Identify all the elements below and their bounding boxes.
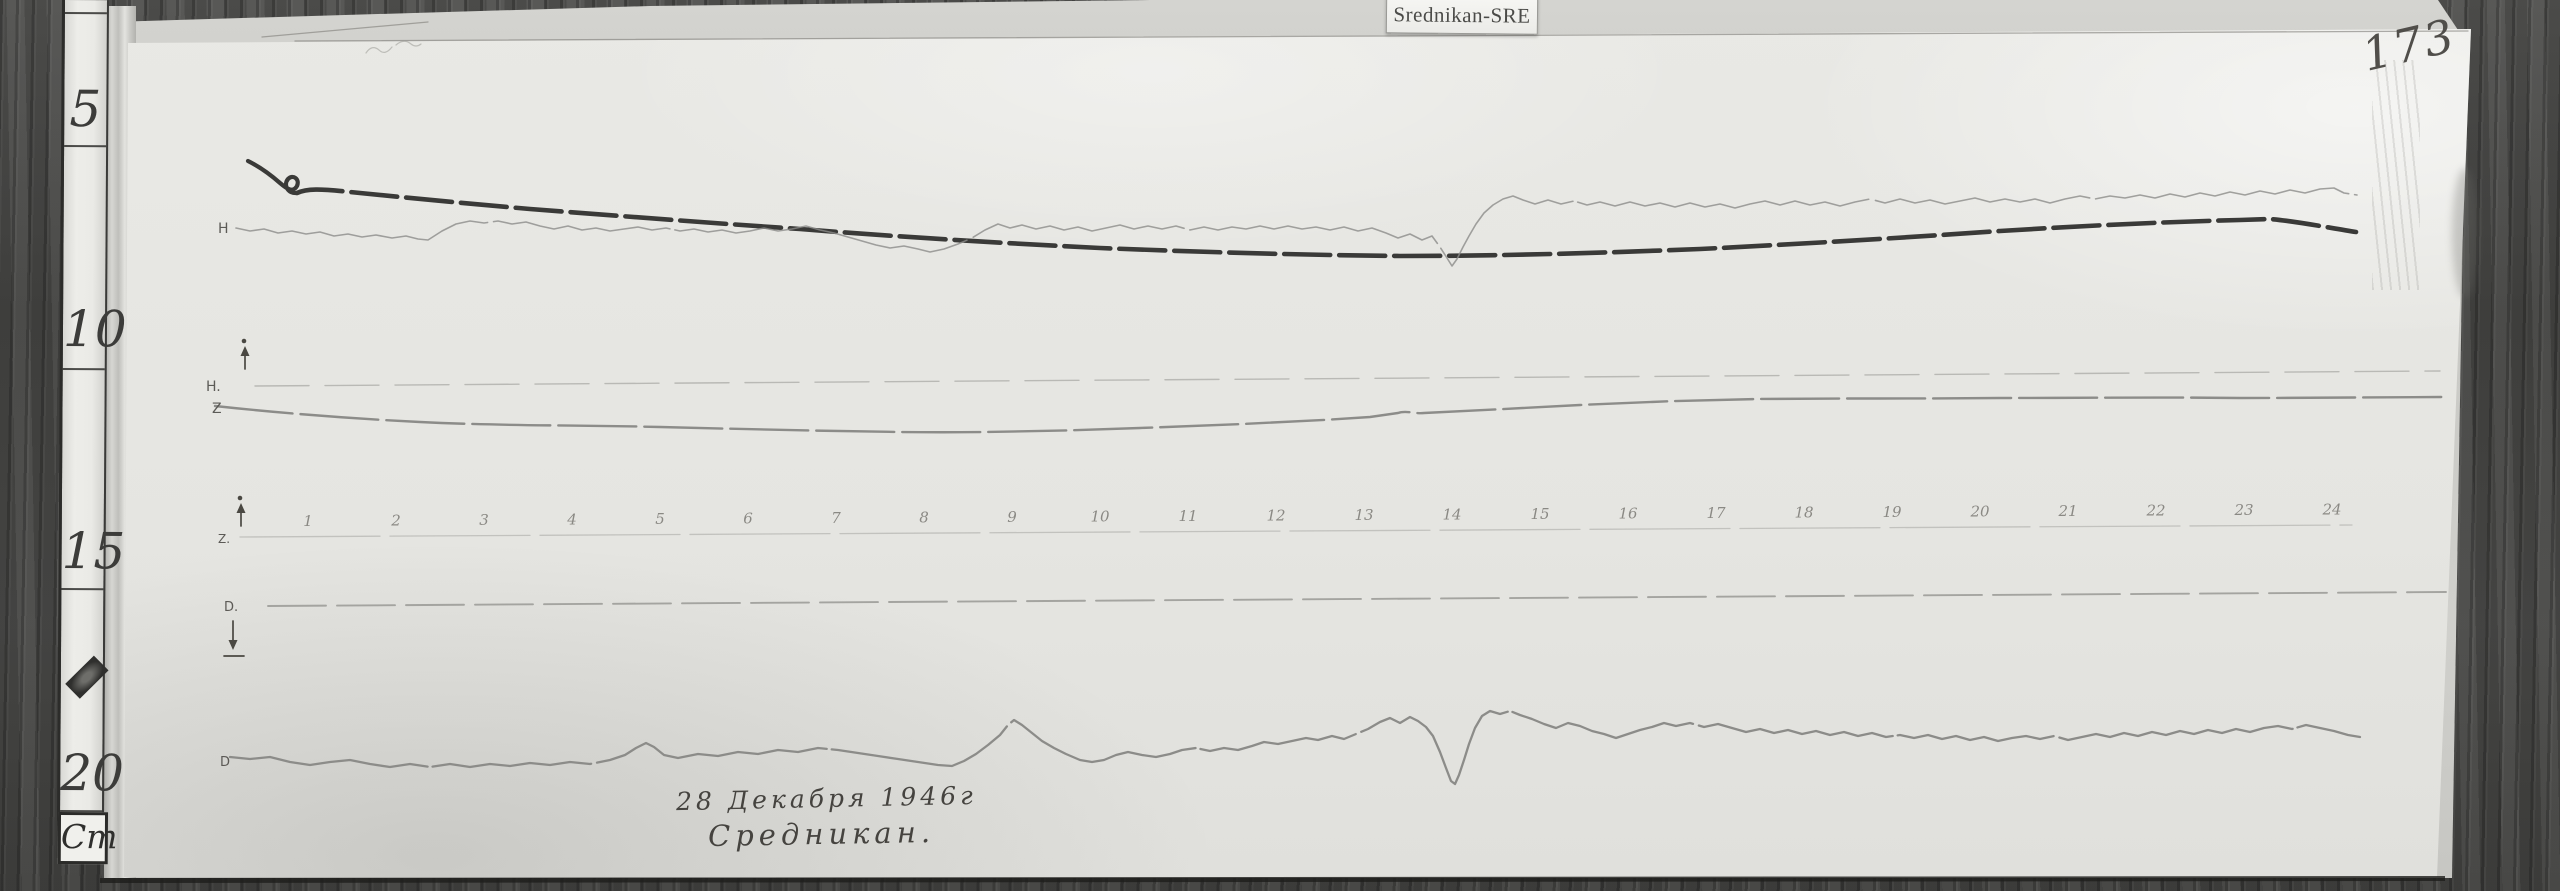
ruler-division-line: [61, 588, 104, 591]
station-label-sticker: Srednikan-SRE: [1385, 0, 1539, 35]
station-label-text: Srednikan-SRE: [1393, 1, 1531, 28]
edge-shadow-blotch: [2452, 168, 2478, 298]
ruler-division-line: [64, 145, 107, 148]
ruler-division-line: [64, 12, 107, 15]
ruler-mark-20: 20: [60, 744, 125, 803]
ruler-mark-10: 10: [62, 300, 127, 359]
ruler-unit-label: Cm: [57, 811, 118, 865]
cm-ruler: 5 10 15 20 Cm: [56, 0, 127, 865]
ruler-mark-5: 5: [69, 80, 102, 139]
ruler-division-line: [62, 368, 105, 371]
sheet-bottom-shadow: [99, 875, 2446, 884]
handwritten-station-name: Средникан.: [707, 815, 936, 853]
pencil-smudge: [2372, 60, 2420, 290]
diamond-marker-icon: [65, 655, 109, 699]
ruler-mark-15: 15: [61, 522, 126, 581]
